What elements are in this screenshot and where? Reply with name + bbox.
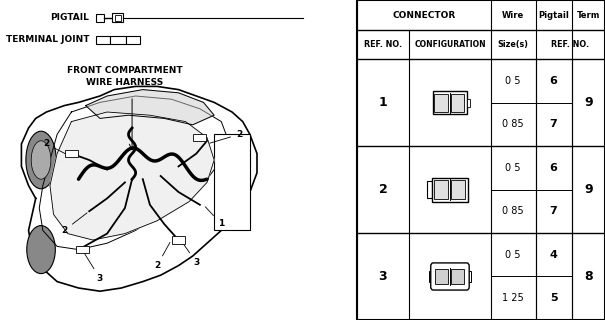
- Ellipse shape: [31, 141, 51, 179]
- Bar: [466, 99, 469, 107]
- Bar: [434, 268, 448, 284]
- Text: TERMINAL JOINT: TERMINAL JOINT: [5, 36, 90, 44]
- Text: 3: 3: [180, 239, 200, 267]
- Bar: [65, 150, 78, 157]
- Bar: [96, 14, 104, 22]
- Ellipse shape: [26, 131, 56, 189]
- Bar: [214, 134, 250, 230]
- Polygon shape: [21, 86, 257, 291]
- Text: REF. NO.: REF. NO.: [364, 40, 402, 49]
- Bar: [115, 15, 120, 21]
- Bar: [194, 134, 206, 141]
- Bar: [429, 271, 433, 282]
- Text: Term: Term: [577, 11, 600, 20]
- Text: 5: 5: [550, 293, 557, 303]
- Polygon shape: [86, 90, 214, 125]
- Bar: [451, 180, 465, 199]
- Text: 2: 2: [44, 140, 69, 156]
- Text: 9: 9: [584, 183, 592, 196]
- Text: 1: 1: [205, 207, 224, 228]
- Text: PIGTAIL: PIGTAIL: [50, 13, 90, 22]
- Text: 9: 9: [584, 96, 592, 109]
- Text: 0 5: 0 5: [505, 163, 521, 173]
- Text: 2: 2: [210, 130, 242, 143]
- Text: 7: 7: [550, 119, 557, 130]
- Text: 0 5: 0 5: [505, 76, 521, 86]
- Text: 4: 4: [549, 250, 557, 260]
- Bar: [76, 246, 88, 253]
- Text: CONNECTOR: CONNECTOR: [392, 11, 456, 20]
- Bar: [427, 181, 432, 198]
- Bar: [433, 91, 466, 114]
- Bar: [451, 268, 465, 284]
- Text: REF. NO.: REF. NO.: [551, 40, 589, 49]
- Text: 3: 3: [379, 270, 387, 283]
- Bar: [432, 178, 468, 202]
- Text: 6: 6: [549, 76, 557, 86]
- Bar: [466, 271, 471, 282]
- Text: FRONT COMPARTMENT
WIRE HARNESS: FRONT COMPARTMENT WIRE HARNESS: [67, 67, 183, 87]
- FancyBboxPatch shape: [431, 263, 469, 290]
- Ellipse shape: [27, 226, 55, 274]
- Text: 3: 3: [83, 252, 103, 283]
- Text: 2: 2: [379, 183, 387, 196]
- Bar: [172, 236, 185, 244]
- Text: CONFIGURATION: CONFIGURATION: [414, 40, 486, 49]
- Text: Size(s): Size(s): [498, 40, 529, 49]
- Text: 6: 6: [549, 163, 557, 173]
- Text: 0 85: 0 85: [502, 206, 524, 216]
- Text: 0 85: 0 85: [502, 119, 524, 130]
- Text: 1 25: 1 25: [502, 293, 524, 303]
- Bar: [126, 36, 140, 44]
- Text: 2: 2: [61, 213, 87, 235]
- Bar: [434, 94, 448, 112]
- Bar: [434, 180, 448, 199]
- Bar: [110, 36, 126, 44]
- Text: 2: 2: [154, 243, 170, 270]
- Bar: [113, 13, 123, 22]
- Bar: [451, 94, 464, 112]
- Text: Pigtail: Pigtail: [538, 11, 569, 20]
- Text: 0 5: 0 5: [505, 250, 521, 260]
- Text: Wire: Wire: [502, 11, 525, 20]
- Text: 8: 8: [584, 270, 592, 283]
- Text: 1: 1: [379, 96, 387, 109]
- Bar: [96, 36, 110, 44]
- Text: 7: 7: [550, 206, 557, 216]
- Polygon shape: [50, 112, 214, 240]
